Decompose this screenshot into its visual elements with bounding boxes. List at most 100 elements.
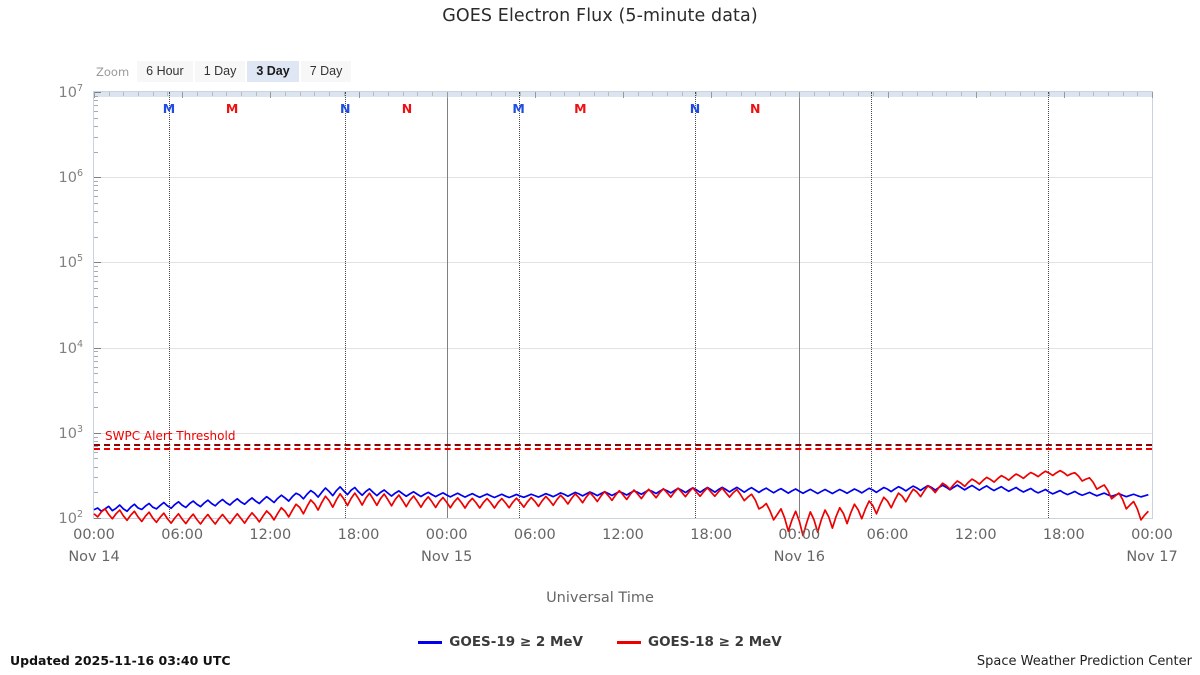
y-tick-minor	[94, 351, 98, 353]
x-tick-minor	[608, 92, 610, 96]
zoom-button-1-day[interactable]: 1 Day	[193, 60, 247, 83]
zoom-button-6-hour[interactable]: 6 Hour	[136, 60, 194, 83]
organization-credit: Space Weather Prediction Center	[976, 654, 1192, 669]
y-tick-minor	[94, 151, 98, 153]
y-tick-minor	[94, 458, 98, 460]
x-tick-mark	[446, 92, 448, 98]
x-tick-minor	[946, 92, 948, 96]
y-tick-minor	[94, 392, 98, 394]
zoom-control-label: Zoom	[96, 64, 130, 79]
marker-guide-line	[1047, 92, 1049, 518]
chart-legend: GOES-19 ≥ 2 MeV GOES-18 ≥ 2 MeV	[0, 634, 1200, 650]
x-tick-mark	[1152, 92, 1153, 98]
x-tick-label-time: 06:00	[513, 527, 556, 543]
x-tick-minor	[387, 92, 389, 96]
x-tick-mark	[887, 92, 889, 98]
x-tick-label-time: 12:00	[249, 527, 292, 543]
y-tick-minor	[94, 202, 98, 204]
x-tick-label-time: 06:00	[866, 527, 909, 543]
event-marker-m: M	[225, 101, 239, 116]
x-tick-label-time: 12:00	[602, 527, 644, 543]
x-tick-minor	[1019, 92, 1021, 96]
y-tick-label-1e5: 105	[58, 253, 84, 272]
x-tick-minor	[167, 92, 169, 96]
x-tick-minor	[578, 92, 580, 96]
x-tick-mark	[1063, 92, 1065, 98]
x-tick-minor	[960, 92, 962, 96]
x-tick-minor	[373, 92, 375, 96]
legend-label-goes19: GOES-19 ≥ 2 MeV	[449, 634, 583, 650]
y-tick-minor	[94, 296, 98, 298]
y-tick-minor	[94, 321, 98, 323]
x-tick-minor	[1049, 92, 1051, 96]
x-tick-minor	[740, 92, 742, 96]
x-tick-minor	[1107, 92, 1109, 96]
y-tick-minor	[94, 381, 98, 383]
x-tick-minor	[240, 92, 242, 96]
x-tick-label-time: 12:00	[954, 527, 997, 543]
zoom-button-7-day[interactable]: 7 Day	[299, 60, 353, 83]
x-tick-minor	[681, 92, 683, 96]
event-marker-m: M	[162, 101, 176, 116]
event-marker-n: N	[689, 101, 701, 116]
x-tick-minor	[872, 92, 874, 96]
x-tick-minor	[1005, 92, 1007, 96]
y-tick-minor	[94, 236, 98, 238]
x-tick-minor	[417, 92, 419, 96]
updated-timestamp: Updated 2025-11-16 03:40 UTC	[10, 653, 231, 668]
legend-item-goes19[interactable]: GOES-19 ≥ 2 MeV	[418, 634, 583, 650]
y-tick-minor	[94, 466, 98, 468]
x-tick-label-time: 18:00	[1042, 527, 1085, 543]
x-tick-label-time: 06:00	[161, 527, 204, 543]
legend-item-goes18[interactable]: GOES-18 ≥ 2 MeV	[617, 634, 782, 650]
x-tick-minor	[402, 92, 404, 96]
legend-swatch-goes18	[617, 640, 641, 644]
grid-line-1e5	[94, 262, 1152, 264]
x-tick-minor	[858, 92, 860, 96]
x-tick-minor	[108, 92, 110, 96]
y-tick-minor	[94, 136, 98, 138]
marker-guide-line	[695, 92, 696, 518]
x-tick-minor	[916, 92, 918, 96]
x-tick-mark	[534, 92, 536, 98]
y-tick-mark-1e2	[94, 518, 101, 519]
y-tick-minor	[94, 441, 98, 443]
x-tick-minor	[843, 92, 845, 96]
y-tick-minor	[94, 288, 98, 290]
threshold-label: SWPC Alert Threshold	[105, 428, 236, 443]
x-tick-mark	[975, 92, 977, 98]
y-tick-label-1e4: 104	[58, 338, 84, 357]
y-tick-minor	[94, 266, 98, 268]
chart-plot-area: SWPC Alert Threshold M M N N M M N N	[93, 91, 1153, 537]
y-tick-mark-1e4	[94, 347, 101, 349]
threshold-line-inner	[94, 447, 1152, 450]
x-tick-minor	[285, 92, 287, 96]
x-tick-minor	[814, 92, 816, 96]
x-tick-mark	[358, 92, 360, 98]
data-series-layer	[93, 469, 1149, 537]
x-tick-minor	[226, 92, 228, 96]
x-tick-minor	[431, 92, 433, 96]
y-tick-label-1e6: 106	[58, 168, 84, 187]
y-tick-minor	[94, 306, 98, 308]
y-tick-minor	[94, 281, 98, 283]
marker-guide-line	[168, 92, 170, 518]
x-tick-minor	[593, 92, 595, 96]
x-tick-label-date: Nov 17	[1126, 549, 1178, 565]
x-tick-minor	[461, 92, 463, 96]
legend-label-goes18: GOES-18 ≥ 2 MeV	[648, 634, 782, 650]
zoom-button-3-day[interactable]: 3 Day	[246, 60, 300, 83]
legend-swatch-goes19	[418, 640, 443, 644]
x-tick-minor	[755, 92, 757, 96]
page-title: GOES Electron Flux (5-minute data)	[442, 6, 758, 26]
y-tick-minor	[94, 436, 98, 438]
y-tick-minor	[94, 451, 98, 453]
x-tick-label-time: 00:00	[778, 527, 821, 543]
day-boundary-line	[446, 92, 448, 518]
x-tick-minor	[505, 92, 507, 96]
y-tick-minor	[94, 185, 98, 187]
y-tick-minor	[94, 275, 98, 277]
y-tick-minor	[94, 445, 98, 447]
x-axis-title: Universal Time	[546, 590, 654, 606]
y-tick-mark-1e6	[94, 177, 101, 179]
